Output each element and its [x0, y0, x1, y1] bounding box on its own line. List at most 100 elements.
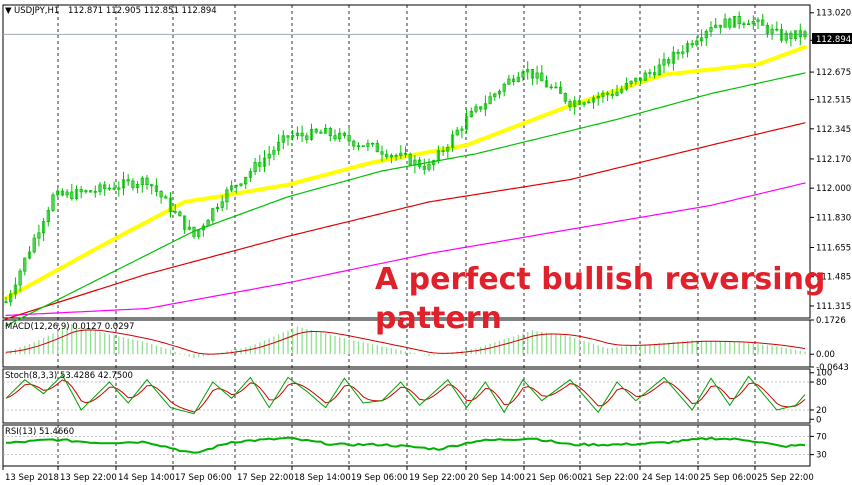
candle-body [154, 185, 158, 192]
candle-body [422, 165, 426, 170]
annotation-line-1: A perfect bullish reversing [375, 262, 825, 297]
candle-body [789, 32, 793, 39]
stoch-tick-label: 0 [816, 415, 821, 425]
candle-body [512, 78, 516, 82]
moving-average-ma-short [4, 45, 807, 301]
x-tick-label: 17 Sep 22:00 [237, 473, 294, 483]
candle-body [70, 191, 74, 199]
candle-body [732, 16, 737, 28]
candle-body [493, 93, 497, 98]
candle-body [46, 210, 50, 223]
rsi-tick-label: 30 [816, 451, 827, 461]
candle-body [714, 24, 718, 28]
price-tick-label: 111.485 [816, 273, 851, 283]
candle-body [681, 51, 685, 54]
candle-body [638, 77, 643, 81]
candle-body [192, 226, 196, 237]
candle-body [276, 141, 281, 151]
candle-body [74, 189, 79, 199]
candle-body [248, 171, 252, 178]
candle-body [648, 72, 652, 74]
candle-body [135, 184, 140, 188]
moving-average-ma-red [5, 122, 806, 320]
x-tick-label: 13 Sep 22:00 [60, 473, 117, 483]
candle-body [164, 196, 168, 199]
x-tick-label: 24 Sep 14:00 [642, 473, 699, 483]
candle-body [229, 185, 234, 191]
candle-body [643, 72, 647, 81]
candle-body [620, 88, 624, 93]
price-tick-label: 112.000 [816, 184, 851, 194]
candle-body [803, 31, 807, 38]
price-tick-label: 111.655 [816, 243, 851, 253]
candle-body [436, 150, 441, 162]
panel-frame-stoch [2, 368, 811, 424]
stoch-signal-line [5, 379, 806, 413]
candle-body [573, 100, 577, 108]
candle-body [516, 76, 520, 82]
candle-body [178, 211, 182, 217]
candle-body [474, 106, 478, 112]
candle-body [624, 83, 629, 90]
candle-body [342, 132, 347, 136]
candle-body [601, 92, 605, 97]
candle-body [671, 51, 676, 64]
candle-body [305, 135, 309, 140]
candle-body [117, 187, 121, 190]
candle-body [413, 159, 417, 166]
price-tick-label: 111.315 [816, 302, 851, 312]
candle-body [121, 179, 126, 189]
candle-body [577, 100, 582, 105]
x-tick-label: 19 Sep 06:00 [351, 473, 408, 483]
candle-body [488, 96, 492, 105]
rsi-line [5, 436, 806, 454]
candle-body [366, 143, 370, 147]
candle-body [352, 140, 356, 147]
candle-body [27, 251, 32, 259]
x-tick-label: 21 Sep 06:00 [526, 473, 583, 483]
price-tick-label: 112.515 [816, 96, 851, 106]
candle-body [521, 71, 525, 78]
macd-signal-line [5, 329, 806, 355]
candle-body [338, 132, 342, 140]
stoch-header: Stoch(8,3,3) 53.4286 42.7500 [5, 371, 133, 381]
candle-body [370, 142, 375, 145]
candle-body [244, 176, 248, 185]
x-tick-label: 21 Sep 22:00 [582, 473, 639, 483]
candle-body [98, 184, 102, 192]
candle-body [417, 159, 422, 167]
candle-body [107, 187, 111, 190]
candle-body [201, 225, 205, 231]
candle-body [225, 189, 229, 203]
candle-body [530, 69, 535, 79]
candle-body [737, 16, 741, 25]
candle-body [747, 23, 751, 26]
candle-body [784, 32, 788, 41]
price-panel [3, 11, 810, 327]
macd-panel [5, 324, 806, 359]
candle-body [215, 206, 220, 210]
candle-body [450, 134, 455, 148]
candle-body [479, 106, 483, 110]
x-tick-label: 25 Sep 22:00 [757, 473, 814, 483]
candle-body [314, 128, 318, 133]
candle-body [540, 72, 544, 82]
x-tick-label: 17 Sep 06:00 [175, 473, 232, 483]
candle-body [267, 153, 271, 159]
candle-body [328, 127, 332, 137]
candle-body [272, 149, 276, 155]
macd-header: MACD(12,26,9) 0.0127 0.0297 [5, 322, 134, 332]
dropdown-arrow-icon[interactable]: ▼ [5, 6, 12, 16]
candle-body [234, 184, 238, 187]
candle-body [432, 160, 436, 165]
candle-body [615, 91, 619, 96]
current-price-label: 112.894 [816, 35, 851, 45]
price-tick-label: 112.170 [816, 155, 851, 165]
candle-body [323, 127, 328, 134]
candle-body [591, 97, 596, 103]
annotation-line-2: pattern [375, 301, 502, 336]
x-tick-label: 19 Sep 22:00 [409, 473, 466, 483]
candle-body [60, 190, 65, 196]
candle-body [356, 145, 361, 147]
